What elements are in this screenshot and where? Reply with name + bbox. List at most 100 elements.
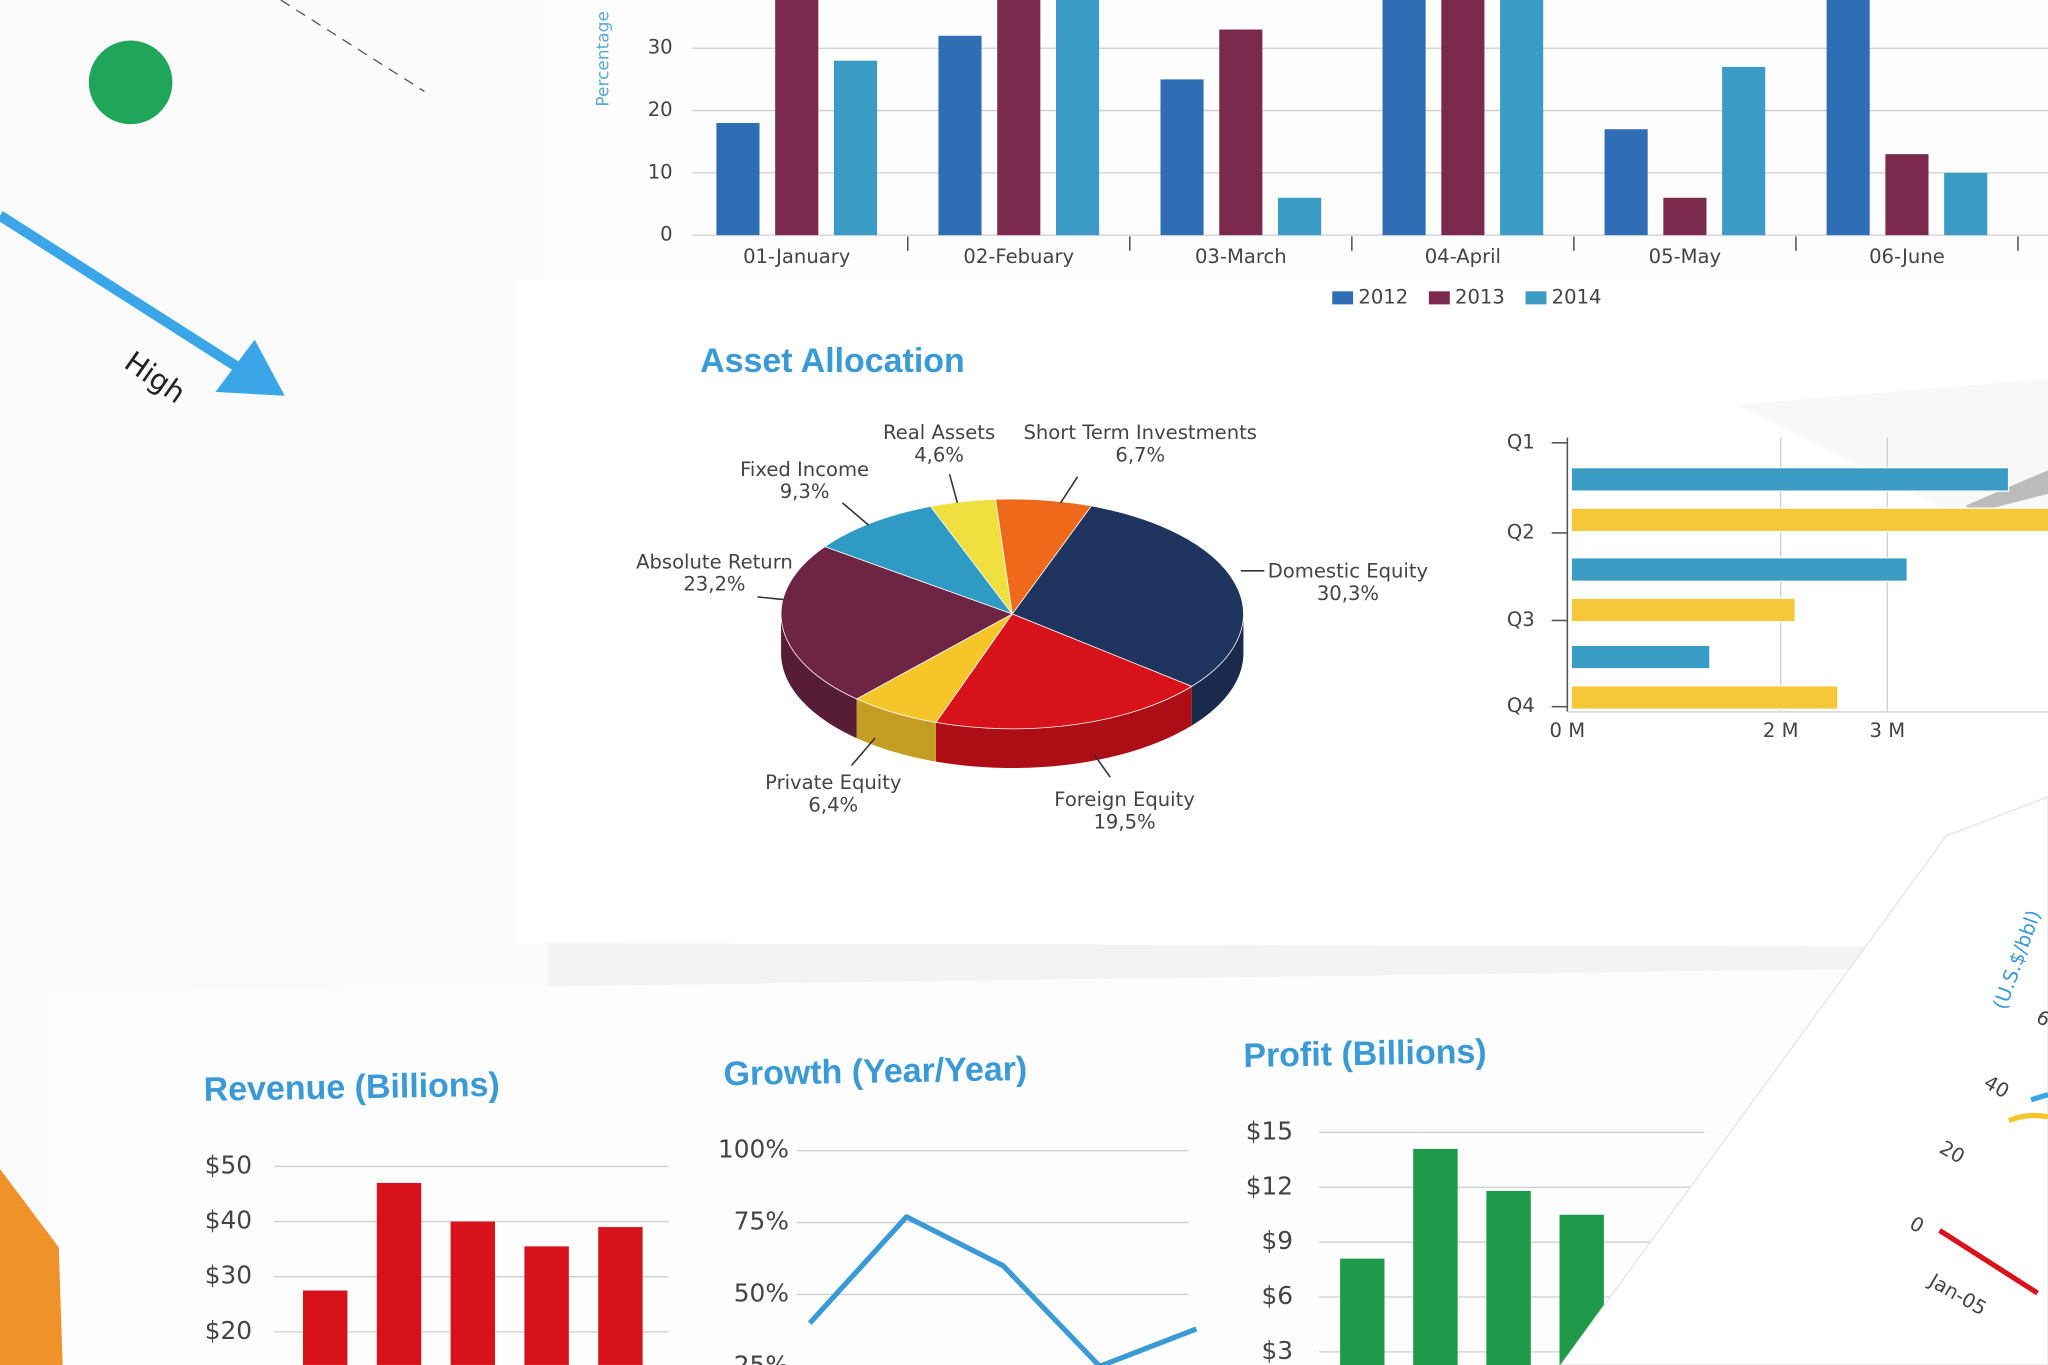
bar <box>716 123 760 236</box>
shape <box>0 1169 63 1365</box>
slice-value: 30,3% <box>1317 582 1379 605</box>
bar <box>1826 0 1870 236</box>
y-tick-label: 75% <box>734 1207 789 1236</box>
x-tick-label: 03-March <box>1195 245 1287 268</box>
line <box>807 1214 1198 1365</box>
bar <box>1500 0 1544 236</box>
bar <box>1570 644 1711 670</box>
arrow <box>0 211 245 375</box>
legend-swatch <box>1428 291 1450 305</box>
slice-value: 6,7% <box>1115 443 1165 466</box>
leader-line <box>1093 754 1111 778</box>
dashed-line <box>280 0 425 93</box>
bar <box>1382 0 1426 236</box>
slice-value: 19,5% <box>1093 810 1155 833</box>
slice-value: 6,4% <box>808 793 858 816</box>
bar <box>598 1227 643 1365</box>
y-tick-label: $20 <box>205 1316 252 1345</box>
pie-slice <box>1011 505 1244 687</box>
y-tick-label: Q3 <box>1507 608 1535 631</box>
y-axis-title: Percentage <box>593 11 613 106</box>
dot <box>88 40 173 125</box>
pie-side <box>856 698 936 762</box>
bar <box>376 1182 422 1365</box>
bar <box>1663 197 1707 236</box>
pie-slice <box>995 498 1093 615</box>
bar <box>833 60 878 236</box>
bar <box>1944 172 1988 236</box>
legend-swatch <box>1332 291 1354 305</box>
bar <box>1278 197 1322 236</box>
bar <box>1056 0 1100 236</box>
paper <box>548 0 2048 281</box>
chart-title: Growth (Year/Year) <box>723 1050 1027 1093</box>
bar <box>1219 29 1263 236</box>
slice-label: Domestic Equity <box>1268 560 1428 583</box>
legend-label: 2014 <box>1552 285 1602 308</box>
bar <box>938 35 982 236</box>
slice-label: Short Term Investments <box>1023 421 1257 444</box>
y-tick-label: Q1 <box>1507 430 1535 453</box>
leader-line <box>1059 476 1079 504</box>
y-tick-label: $40 <box>205 1206 252 1235</box>
y-tick-label: Q2 <box>1507 520 1535 543</box>
bar <box>1570 557 1908 582</box>
x-tick-label: 3 M <box>1870 719 1906 742</box>
slice-label: Absolute Return <box>636 550 793 573</box>
bar <box>1722 66 1766 236</box>
charts: 0 10 20 30 01-January 02-Febuary 03-March 04-Ap… <box>205 0 2048 1365</box>
bar <box>1570 466 2010 492</box>
y-tick-label: $6 <box>1261 1281 1293 1310</box>
bar <box>524 1246 569 1365</box>
bar <box>1441 0 1485 236</box>
bar <box>997 0 1041 236</box>
y-tick-label: $3 <box>1261 1336 1293 1365</box>
leader-line <box>948 473 959 504</box>
legend-swatch <box>1525 291 1547 305</box>
decor-line <box>2007 1112 2048 1124</box>
bar <box>1570 597 1796 623</box>
x-tick-label: 05-May <box>1649 245 1721 268</box>
bar <box>1570 685 1839 710</box>
y-tick-label: $50 <box>205 1150 252 1179</box>
y-tick-label: 50% <box>734 1278 789 1307</box>
y-tick-label: $9 <box>1261 1226 1293 1255</box>
bar <box>1160 79 1204 236</box>
pie-slice <box>823 505 1014 615</box>
x-tick-label: 02-Febuary <box>963 245 1074 268</box>
bar <box>303 1290 348 1365</box>
x-tick-label: 2 M <box>1763 719 1799 742</box>
bar <box>1604 129 1648 236</box>
slice-value: 4,6% <box>914 443 964 466</box>
y-tick-label: Q4 <box>1507 694 1535 717</box>
decor-line <box>1938 1228 2039 1296</box>
x-tick-label: 01-January <box>743 245 850 268</box>
paper <box>515 280 2048 947</box>
chart-title: Profit (Billions) <box>1243 1033 1487 1075</box>
slice-value: 23,2% <box>683 573 745 596</box>
y-tick-label: 25% <box>734 1350 789 1365</box>
chart-title: Asset Allocation <box>700 342 965 380</box>
bar <box>1885 154 1929 236</box>
bar <box>1570 507 2048 533</box>
bar <box>450 1221 496 1365</box>
slice-label: Foreign Equity <box>1054 788 1195 811</box>
y-tick-label: 100% <box>718 1135 789 1164</box>
legend-label: 2013 <box>1455 285 1505 308</box>
x-tick-label: 04-April <box>1425 245 1501 268</box>
y-tick-label: 10 <box>648 160 673 183</box>
y-tick-label: $15 <box>1246 1116 1293 1145</box>
decor-line <box>2030 1092 2048 1103</box>
pie-side <box>935 686 1192 769</box>
pie-side <box>1191 613 1244 726</box>
bar <box>1486 1190 1531 1365</box>
leader-line <box>841 502 870 526</box>
bar <box>775 0 819 236</box>
legend-label: 2012 <box>1358 285 1408 308</box>
leader-line <box>850 737 876 766</box>
chart-title: Revenue (Billions) <box>203 1066 500 1109</box>
arrow-head <box>215 339 285 396</box>
pie-side <box>781 613 857 739</box>
